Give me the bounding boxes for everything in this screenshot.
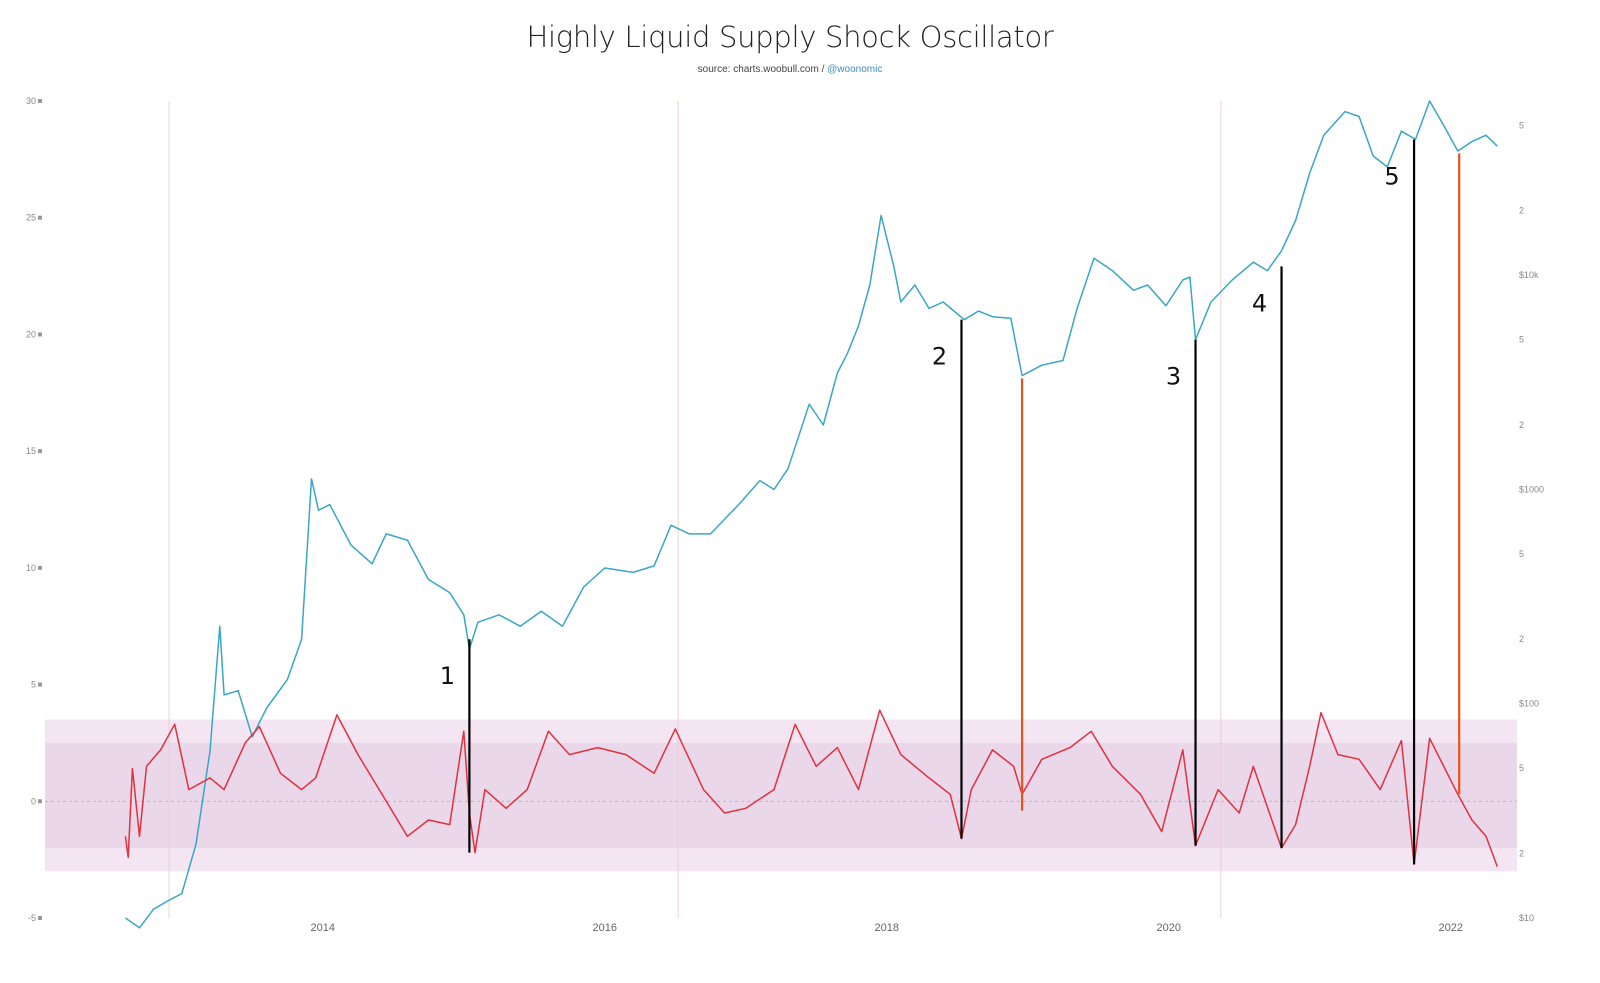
right-tick-label: $10k <box>1519 270 1539 280</box>
source-text: source: charts.woobull.com / <box>697 64 828 75</box>
x-tick-label: 2014 <box>311 922 335 934</box>
left-tick-mark <box>38 565 42 570</box>
right-tick-label: 2 <box>1519 206 1524 216</box>
left-tick-label: -5 <box>28 913 36 923</box>
annotation-label: 4 <box>1252 289 1267 317</box>
x-tick-label: 2018 <box>875 922 899 934</box>
chart-title: Highly Liquid Supply Shock Oscillator <box>526 20 1054 54</box>
left-tick-label: 5 <box>31 680 36 690</box>
left-tick-mark <box>38 215 42 220</box>
left-tick-mark <box>38 799 42 804</box>
annotation-label: 5 <box>1384 162 1399 190</box>
x-tick-label: 2022 <box>1438 922 1462 934</box>
annotation-label: 1 <box>440 662 455 690</box>
annotation-label: 2 <box>932 343 947 371</box>
left-tick-mark <box>38 682 42 687</box>
left-tick-label: 10 <box>26 563 36 573</box>
left-tick-label: 0 <box>31 796 36 806</box>
right-tick-label: 2 <box>1519 420 1524 430</box>
x-tick-label: 2020 <box>1156 922 1180 934</box>
annotation-label: 3 <box>1166 363 1181 391</box>
right-tick-label: $100 <box>1519 699 1539 709</box>
right-tick-label: 5 <box>1519 763 1524 773</box>
left-tick-label: 20 <box>26 329 36 339</box>
right-tick-label: 5 <box>1519 549 1524 559</box>
left-tick-mark <box>38 449 42 454</box>
source-handle[interactable]: @woonomic <box>827 64 883 75</box>
chart-subtitle: source: charts.woobull.com / @woonomic <box>0 64 1580 75</box>
x-tick-label: 2016 <box>593 922 617 934</box>
left-tick-mark <box>38 99 42 103</box>
right-tick-label: $1000 <box>1519 484 1544 494</box>
right-tick-label: 2 <box>1519 634 1524 644</box>
inner-band <box>45 742 1517 848</box>
right-tick-label: 5 <box>1519 335 1524 345</box>
right-tick-label: 5 <box>1519 120 1524 130</box>
right-tick-label: $10 <box>1519 913 1534 923</box>
right-tick-label: 2 <box>1519 848 1524 858</box>
left-tick-mark <box>38 332 42 337</box>
left-tick-label: 30 <box>26 96 36 106</box>
left-tick-mark <box>38 916 42 920</box>
left-tick-label: 25 <box>26 213 36 223</box>
price-line <box>124 100 1498 929</box>
left-tick-label: 15 <box>26 446 36 456</box>
oscillator-line <box>124 709 1499 867</box>
